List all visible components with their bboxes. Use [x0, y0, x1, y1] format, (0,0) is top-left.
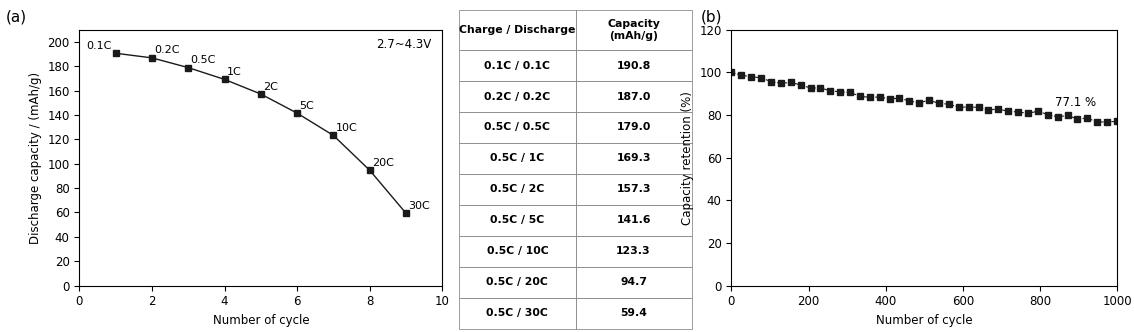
X-axis label: Number of cycle: Number of cycle: [875, 314, 973, 327]
Text: 1C: 1C: [227, 67, 242, 77]
X-axis label: Number of cycle: Number of cycle: [212, 314, 310, 327]
Text: 5C: 5C: [299, 101, 314, 111]
Text: 0.5C: 0.5C: [191, 55, 215, 65]
Text: 10C: 10C: [336, 123, 357, 133]
Y-axis label: Discharge capacity / (mAh/g): Discharge capacity / (mAh/g): [28, 72, 42, 244]
Text: 0.2C: 0.2C: [154, 45, 179, 55]
Text: 2C: 2C: [263, 82, 278, 92]
Text: 20C: 20C: [372, 158, 393, 168]
Text: 0.1C: 0.1C: [86, 41, 111, 51]
Text: 30C: 30C: [408, 201, 430, 211]
Text: (b): (b): [701, 10, 722, 25]
Text: 2.7~4.3V: 2.7~4.3V: [376, 38, 431, 50]
Text: (a): (a): [6, 10, 27, 25]
Text: 77.1 %: 77.1 %: [1056, 96, 1097, 109]
Y-axis label: Capacity retention (%): Capacity retention (%): [680, 91, 694, 225]
